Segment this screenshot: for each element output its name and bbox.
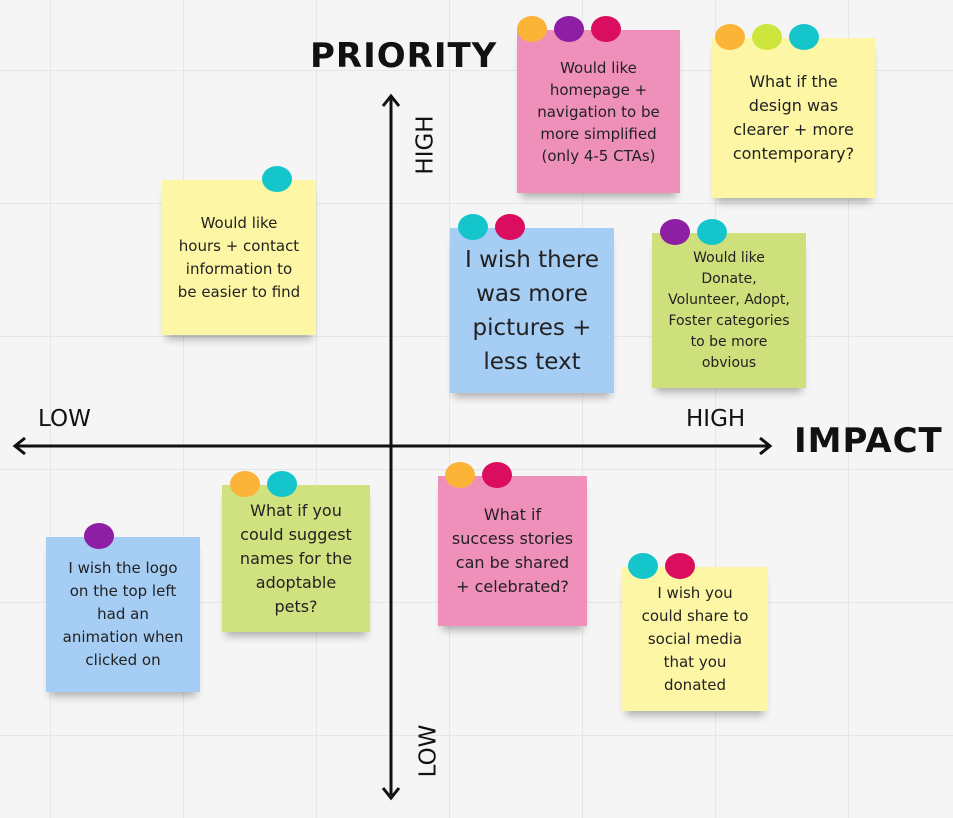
note-text: hours + contact xyxy=(178,236,300,255)
dot xyxy=(554,16,584,42)
note-text: could share to xyxy=(641,606,749,625)
note-text: obvious xyxy=(701,354,757,371)
y-title: PRIORITY xyxy=(310,36,498,76)
dot xyxy=(458,214,488,240)
note-text: can be shared xyxy=(455,553,570,572)
dot xyxy=(445,462,475,488)
note-text: adoptable xyxy=(255,572,337,592)
note-text: was more xyxy=(476,280,588,307)
note-text: social media xyxy=(647,629,743,648)
arrow xyxy=(381,787,401,801)
note-text: clearer + more xyxy=(733,120,854,139)
x-low: LOW xyxy=(38,406,91,432)
dot xyxy=(482,462,512,488)
arrow xyxy=(381,93,401,107)
note-text: pictures + xyxy=(472,314,592,341)
dot xyxy=(715,24,745,50)
note-text: Donate, xyxy=(701,270,757,287)
note-text: contemporary? xyxy=(732,144,855,163)
y-low: LOW xyxy=(415,724,442,778)
note-text: I wish there xyxy=(464,246,599,273)
note-text: be easier to find xyxy=(177,282,301,301)
note-text: + celebrated? xyxy=(456,577,569,596)
note-text: had an xyxy=(97,605,149,623)
note-text: on the top left xyxy=(69,582,177,600)
dot xyxy=(267,471,297,497)
note-text: donated xyxy=(663,675,727,694)
sticky-note: Would like hours + contact information to b… xyxy=(162,166,316,335)
note-text: homepage + xyxy=(549,80,648,99)
note-text: What if the xyxy=(749,72,838,91)
dot xyxy=(628,553,658,579)
x-title: IMPACT xyxy=(794,421,943,461)
dot xyxy=(517,16,547,42)
dot xyxy=(495,214,525,240)
dot xyxy=(84,523,114,549)
note-text: less text xyxy=(483,348,581,375)
sticky-note: What if success stories can be shared + cel… xyxy=(438,462,587,626)
dot xyxy=(752,24,782,50)
note-text: Volunteer, Adopt, xyxy=(668,291,790,308)
sticky-note: Would like homepage + navigation to be more… xyxy=(517,16,680,193)
dot xyxy=(665,553,695,579)
note-text: pets? xyxy=(274,596,318,616)
note-text: clicked on xyxy=(85,651,161,669)
dot xyxy=(591,16,621,42)
note-text: navigation to be xyxy=(537,102,660,121)
note-text: What if you xyxy=(250,500,342,520)
sticky-note: I wish the logo on the top left had an anim… xyxy=(46,523,200,692)
note-text: Would like xyxy=(693,249,765,266)
dot xyxy=(660,219,690,245)
x-high: HIGH xyxy=(686,406,746,432)
y-high: HIGH xyxy=(412,115,439,175)
note-text: I wish the logo xyxy=(68,559,178,577)
note-text: information to xyxy=(185,259,293,278)
sticky-note: I wish there was more pictures + less text xyxy=(450,214,614,393)
note-text: I wish you xyxy=(657,583,733,602)
sticky-note: I wish you could share to social media that… xyxy=(622,553,768,711)
arrow xyxy=(759,436,773,456)
note-text: Foster categories xyxy=(668,312,790,329)
note-text: animation when xyxy=(62,628,184,646)
note-text: could suggest xyxy=(240,524,352,544)
dot xyxy=(230,471,260,497)
note-text: that you xyxy=(663,652,727,671)
dot xyxy=(262,166,292,192)
note-text: Would like xyxy=(200,213,278,232)
note-text: Would like xyxy=(560,58,637,77)
note-text: names for the xyxy=(239,548,353,568)
note-text: design was xyxy=(748,96,839,115)
arrow xyxy=(12,436,26,456)
note-text: to be more xyxy=(690,333,768,350)
sticky-note: What if you could suggest names for the ado… xyxy=(222,471,370,632)
sticky-note: What if the design was clearer + more conte… xyxy=(712,24,875,198)
sticky-note: Would like Donate, Volunteer, Adopt, Foster… xyxy=(652,219,806,388)
note-text: more simplified xyxy=(540,124,657,143)
dot xyxy=(789,24,819,50)
note-text: What if xyxy=(483,505,542,524)
dot xyxy=(697,219,727,245)
note-text: success stories xyxy=(451,529,574,548)
note-text: (only 4-5 CTAs) xyxy=(541,146,656,165)
